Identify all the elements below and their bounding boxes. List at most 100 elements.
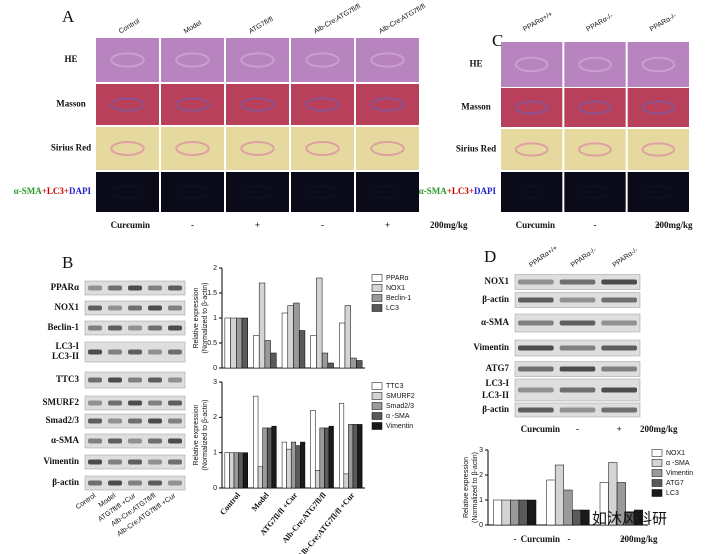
micrograph-detail bbox=[641, 56, 676, 73]
blot-band bbox=[168, 305, 182, 311]
legend-label: α -SMA bbox=[666, 460, 690, 467]
y-tick-label: 3 bbox=[479, 447, 483, 454]
blot-band bbox=[108, 325, 122, 331]
blot-band bbox=[168, 400, 182, 406]
bar bbox=[295, 445, 301, 489]
stain-part: DAPI bbox=[474, 186, 496, 196]
y-axis-label: Relative expression (Normalized to β-acti… bbox=[193, 283, 209, 354]
micrograph-detail bbox=[514, 56, 549, 73]
micrograph-detail bbox=[305, 185, 340, 199]
blot-band bbox=[108, 377, 122, 383]
lane-label: Control bbox=[75, 492, 98, 511]
blot-band bbox=[128, 438, 142, 444]
blot-label: α-SMA bbox=[51, 435, 80, 445]
treatment-sign: - bbox=[514, 534, 517, 544]
micrograph bbox=[226, 127, 289, 170]
micrograph-detail bbox=[110, 185, 145, 199]
legend-label: TTC3 bbox=[386, 383, 404, 390]
legend-label: α -SMA bbox=[386, 413, 410, 420]
blot-band bbox=[559, 407, 596, 413]
micrograph-detail bbox=[110, 97, 145, 112]
blot-band bbox=[601, 279, 637, 285]
legend-label: Beclin-1 bbox=[386, 295, 411, 302]
blot-band bbox=[168, 377, 182, 383]
stain-part: + bbox=[447, 186, 452, 196]
blot-label: Smad2/3 bbox=[45, 415, 79, 425]
micrograph-detail bbox=[641, 142, 676, 157]
blot-band bbox=[108, 349, 122, 355]
bar bbox=[233, 452, 239, 489]
blot-band bbox=[108, 459, 122, 465]
legend-swatch bbox=[371, 422, 383, 430]
micrograph-detail bbox=[240, 185, 275, 199]
y-axis-label-line: Relative expression bbox=[463, 457, 470, 518]
blot-label: NOX1 bbox=[485, 276, 510, 286]
stain-part: α-SMA bbox=[14, 186, 43, 196]
y-tick-label: 3 bbox=[213, 379, 217, 386]
y-tick-label: 2 bbox=[479, 472, 483, 479]
micrograph bbox=[627, 129, 689, 170]
blot-band bbox=[518, 407, 554, 413]
bar bbox=[324, 427, 330, 489]
micrograph bbox=[291, 172, 354, 212]
micrograph bbox=[291, 84, 354, 125]
blot-band bbox=[148, 285, 162, 291]
treatment-sign: + bbox=[385, 220, 390, 230]
blot-band bbox=[128, 418, 142, 424]
legend-swatch bbox=[651, 469, 663, 477]
blot-label: β-actin bbox=[482, 404, 509, 414]
treatment-label: Curcumin bbox=[111, 220, 150, 230]
bar bbox=[253, 395, 259, 489]
micrograph bbox=[564, 172, 626, 212]
stain-part: LC3 bbox=[452, 186, 470, 196]
y-axis-label: Relative expression (Normalized to β-acti… bbox=[463, 452, 479, 523]
blot-band bbox=[518, 366, 554, 372]
row-label: Sirius Red bbox=[51, 143, 91, 153]
panel-label: B bbox=[62, 253, 73, 272]
bar bbox=[348, 424, 354, 489]
micrograph bbox=[501, 42, 563, 87]
bar bbox=[356, 360, 363, 369]
micrograph bbox=[564, 129, 626, 170]
micrograph bbox=[96, 84, 159, 125]
blot-band bbox=[88, 418, 102, 424]
micrograph bbox=[564, 88, 626, 127]
blot-band bbox=[128, 349, 142, 355]
micrograph-detail bbox=[240, 97, 275, 112]
treatment-label: Curcumin bbox=[521, 534, 560, 544]
micrograph bbox=[291, 38, 354, 82]
bar bbox=[580, 509, 590, 526]
y-axis-label: Relative expression (Normalized to β-acti… bbox=[193, 400, 209, 471]
y-axis-label-line: Relative expression bbox=[193, 404, 200, 465]
column-header: Control bbox=[118, 18, 141, 36]
blot-band bbox=[559, 297, 596, 303]
blot-strip bbox=[514, 292, 641, 308]
row-label: Masson bbox=[461, 102, 491, 112]
y-tick-label: 1 bbox=[479, 497, 483, 504]
blot-band bbox=[601, 320, 637, 326]
legend-swatch bbox=[371, 294, 383, 302]
blot-strip bbox=[84, 433, 186, 449]
bar bbox=[493, 499, 503, 526]
blot-label: ATG7 bbox=[486, 363, 510, 373]
micrograph-detail bbox=[514, 142, 549, 157]
legend-label: SMURF2 bbox=[386, 393, 415, 400]
blot-band bbox=[518, 320, 554, 326]
micrograph-detail bbox=[578, 142, 612, 157]
row-label: α-SMA+LC3+DAPI bbox=[14, 186, 92, 196]
bar bbox=[287, 305, 294, 369]
blot-band bbox=[168, 285, 182, 291]
bar bbox=[339, 322, 346, 369]
column-header: ATG7fl/fl bbox=[248, 16, 275, 36]
bar bbox=[510, 499, 520, 526]
stain-part: α-SMA bbox=[419, 186, 448, 196]
dose-label: 200mg/kg bbox=[430, 220, 468, 230]
bar bbox=[300, 441, 306, 489]
bar bbox=[616, 482, 626, 526]
micrograph bbox=[627, 172, 689, 212]
bar bbox=[633, 509, 643, 526]
legend-swatch bbox=[371, 412, 383, 420]
legend-swatch bbox=[371, 402, 383, 410]
legend-swatch bbox=[651, 459, 663, 467]
